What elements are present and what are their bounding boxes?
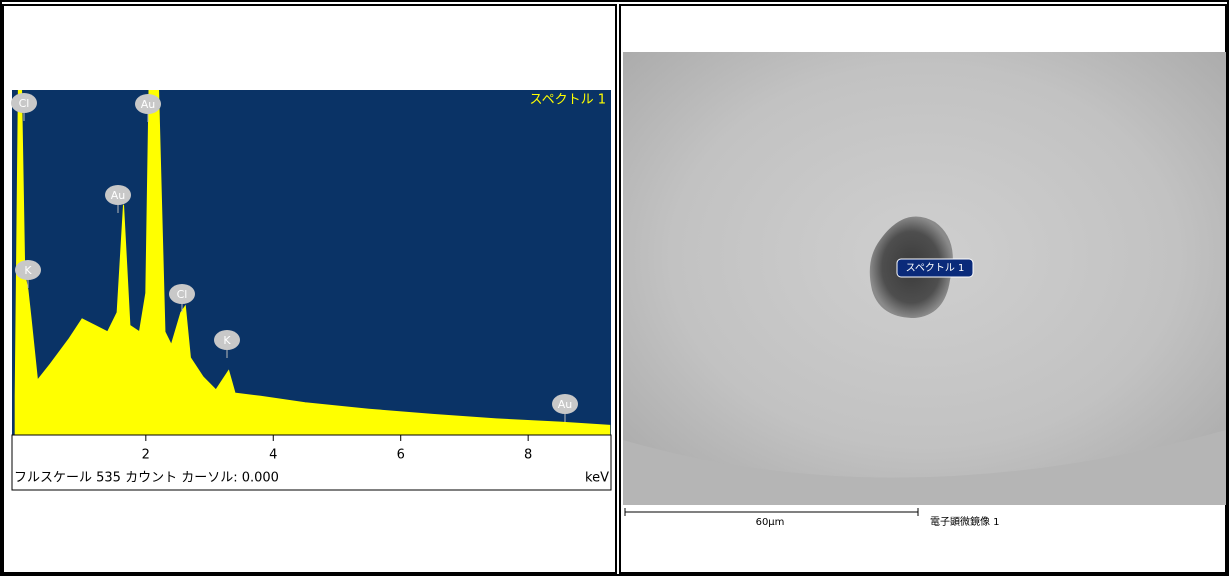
spectrum-panel: スペクトル 1 フルスケール 535 カウント カーソル: 0.000 keV …: [11, 90, 612, 491]
image-caption: 電子顕微鏡像 1: [930, 515, 1000, 528]
spectrum-title: スペクトル 1: [530, 93, 607, 108]
x-tick-label: 4: [269, 448, 277, 463]
peak-label: Au: [141, 98, 156, 111]
peak-bubble: [552, 394, 578, 414]
peak-bubble: [169, 284, 195, 304]
x-tick-label: 8: [524, 448, 532, 463]
peak-label: Cl: [19, 97, 30, 110]
peak-label: K: [223, 334, 231, 347]
peak-bubble: [15, 260, 41, 280]
footer: フルスケール 535 カウント カーソル: 0.000: [14, 471, 279, 486]
sem-image-panel: スペクトル 1 60µm 電子顕微鏡像 1: [623, 52, 1226, 528]
x-unit: keV: [585, 471, 609, 486]
peak-label: K: [24, 264, 32, 277]
spectrum-area: [14, 90, 611, 435]
x-tick-label: 2: [142, 448, 150, 463]
peak-bubble: [214, 330, 240, 350]
sem-shading: [623, 430, 1226, 505]
x-tick-label: 6: [397, 448, 405, 463]
marker-box: [896, 258, 974, 278]
peak-bubble: [105, 185, 131, 205]
peak-bubble: [11, 93, 37, 113]
peak-label: Au: [558, 398, 573, 411]
scale-label: 60µm: [756, 517, 785, 528]
axis-area: [11, 434, 612, 491]
left-cell: [2, 4, 617, 574]
peak-bubble: [135, 94, 161, 114]
marker-label: スペクトル 1: [906, 262, 965, 274]
peak-label: Au: [111, 189, 126, 202]
peak-label: Cl: [177, 288, 188, 301]
